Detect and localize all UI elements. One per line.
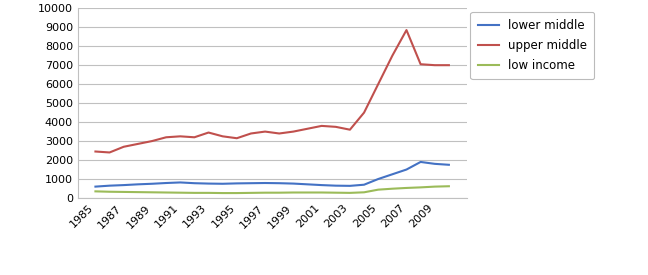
low income [304,191,312,194]
upper middle [205,131,213,134]
lower middle [205,182,213,185]
upper middle [191,136,198,139]
upper middle [360,111,368,114]
lower middle [162,181,170,185]
low income [431,185,439,188]
lower middle [318,183,325,187]
upper middle [275,132,283,135]
lower middle [233,182,240,185]
low income [402,186,410,189]
low income [360,191,368,194]
low income [91,190,99,193]
low income [148,191,156,194]
upper middle [332,125,340,128]
low income [332,191,340,194]
lower middle [402,168,410,171]
lower middle [417,160,424,164]
low income [275,191,283,194]
lower middle [388,173,396,176]
lower middle [290,182,297,185]
upper middle [417,63,424,66]
lower middle [445,163,453,166]
Line: low income: low income [95,186,449,193]
low income [219,191,227,195]
upper middle [431,64,439,67]
Line: lower middle: lower middle [95,162,449,187]
low income [205,191,213,194]
lower middle [275,182,283,185]
upper middle [134,142,142,145]
low income [162,191,170,194]
low income [388,187,396,190]
upper middle [219,135,227,138]
low income [106,190,113,193]
upper middle [375,82,382,86]
upper middle [247,132,255,135]
low income [176,191,184,194]
low income [120,190,128,194]
upper middle [304,127,312,130]
lower middle [346,184,354,188]
lower middle [219,182,227,185]
lower middle [148,182,156,185]
lower middle [106,184,113,187]
upper middle [261,130,269,133]
low income [318,191,325,194]
upper middle [233,137,240,140]
upper middle [176,135,184,138]
low income [134,191,142,194]
Line: upper middle: upper middle [95,30,449,152]
low income [290,191,297,194]
low income [417,186,424,189]
low income [445,185,453,188]
lower middle [120,183,128,187]
lower middle [431,162,439,166]
Legend: lower middle, upper middle, low income: lower middle, upper middle, low income [470,12,594,79]
low income [247,191,255,194]
upper middle [445,64,453,67]
low income [261,191,269,194]
upper middle [148,139,156,143]
lower middle [247,182,255,185]
upper middle [290,130,297,133]
upper middle [106,151,113,154]
upper middle [402,28,410,32]
upper middle [318,124,325,128]
upper middle [388,54,396,57]
lower middle [304,183,312,186]
lower middle [191,182,198,185]
upper middle [162,136,170,139]
low income [375,188,382,191]
lower middle [134,183,142,186]
lower middle [375,177,382,181]
low income [233,191,240,195]
lower middle [261,181,269,185]
upper middle [91,150,99,153]
lower middle [332,184,340,187]
lower middle [360,183,368,186]
lower middle [91,185,99,188]
low income [191,191,198,194]
upper middle [120,145,128,149]
upper middle [346,128,354,131]
lower middle [176,181,184,184]
low income [346,191,354,194]
